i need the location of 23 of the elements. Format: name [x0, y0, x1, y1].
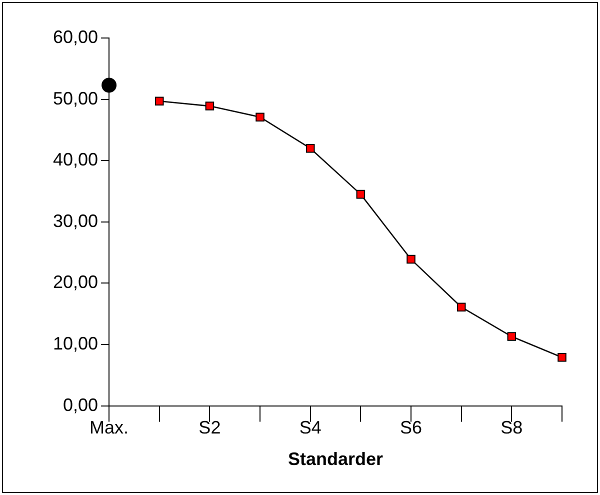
y-tick-label: 10,00	[52, 333, 98, 354]
point	[256, 112, 264, 122]
y-tick-label: 30,00	[52, 210, 98, 231]
point	[507, 332, 516, 341]
x-tick-label: S6	[400, 418, 422, 438]
x-tick-label: Max.	[90, 418, 129, 438]
y-tick-label: 40,00	[52, 150, 98, 170]
y-tick-label: 0,00	[62, 394, 98, 415]
point	[102, 78, 117, 93]
x-tick-label: S4	[299, 418, 322, 438]
point	[456, 302, 466, 312]
point	[205, 102, 214, 110]
y-tick-label: 60,00	[52, 26, 98, 47]
y-tick-label: 20,00	[52, 272, 98, 292]
point	[154, 96, 164, 106]
point	[558, 352, 566, 362]
point	[306, 144, 315, 153]
x-axis-title: Standarder	[288, 449, 384, 470]
x-tick-label: S2	[198, 418, 221, 438]
point	[356, 190, 366, 199]
point	[406, 254, 416, 264]
y-tick-label: 50,00	[52, 88, 98, 108]
x-tick-label: S8	[500, 418, 523, 438]
